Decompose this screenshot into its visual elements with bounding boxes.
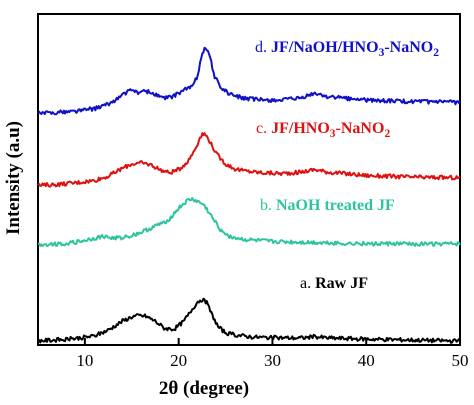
series-label-prefix: a. (300, 275, 315, 292)
series-label-name: JF/NaOH/HNO (271, 39, 379, 56)
x-tick-label: 50 (452, 351, 469, 370)
plot-frame (37, 13, 461, 346)
series-label-name: -NaNO (336, 120, 385, 137)
x-tick-label: 40 (358, 351, 375, 370)
series-label-subscript: 2 (384, 128, 390, 140)
series-label-c: c. JF/HNO3-NaNO2 (256, 120, 390, 140)
y-axis-title: Intensity (a.u) (3, 121, 24, 235)
x-tick-label: 10 (76, 351, 93, 370)
series-label-subscript: 3 (330, 128, 336, 140)
series-label-prefix: b. (260, 197, 276, 214)
series-line-b (37, 197, 461, 248)
series-label-name: NaOH treated JF (276, 197, 395, 214)
series-label-name: -NaNO (384, 39, 433, 56)
series-label-subscript: 3 (379, 47, 385, 59)
series-label-name: JF/HNO (271, 120, 330, 137)
series-label-d: d. JF/NaOH/HNO3-NaNO2 (255, 39, 439, 59)
x-tick-label: 30 (264, 351, 281, 370)
series-label-prefix: c. (256, 120, 271, 137)
series-line-a (37, 297, 461, 344)
x-axis-title: 2θ (degree) (159, 378, 249, 399)
series-labels: a. Raw JFb. NaOH treated JFc. JF/HNO3-Na… (255, 39, 439, 292)
series-label-b: b. NaOH treated JF (260, 197, 395, 214)
series-lines (37, 46, 461, 344)
series-line-d (37, 46, 461, 116)
series-label-a: a. Raw JF (300, 275, 368, 292)
series-label-prefix: d. (255, 39, 271, 56)
x-tick-label: 20 (170, 351, 187, 370)
series-label-subscript: 2 (433, 47, 439, 59)
x-axis-ticks: 10 20 30 40 50 (76, 338, 469, 370)
series-line-c (37, 132, 460, 188)
series-label-name: Raw JF (315, 275, 368, 292)
